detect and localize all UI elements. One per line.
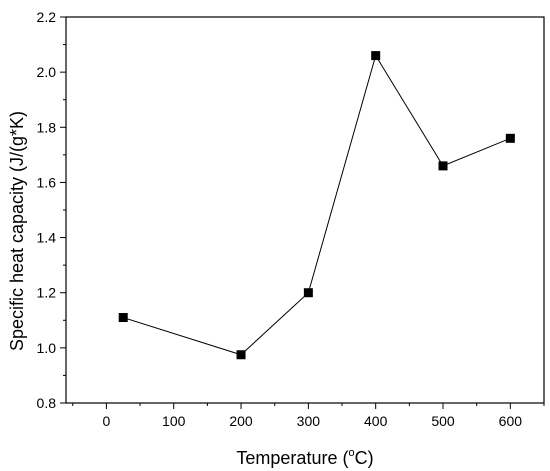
x-tick-label: 0	[102, 413, 110, 429]
y-tick-label: 0.8	[37, 395, 57, 411]
data-point	[118, 313, 128, 323]
x-tick-label: 600	[499, 413, 523, 429]
data-point	[438, 161, 448, 171]
y-tick-label: 1.0	[37, 340, 57, 356]
x-axis-title-suffix: C)	[355, 448, 374, 468]
x-tick-label: 200	[229, 413, 253, 429]
data-point	[236, 350, 246, 360]
data-point	[505, 133, 515, 143]
y-tick-label: 2.0	[37, 64, 57, 80]
y-tick-label: 1.8	[37, 119, 57, 135]
x-tick-label: 100	[162, 413, 186, 429]
series-layer	[118, 51, 515, 360]
x-tick-label: 300	[297, 413, 321, 429]
x-axis-title-prefix: Temperature (	[236, 448, 348, 468]
x-axis-title: Temperature (oC)	[236, 447, 373, 468]
y-tick-label: 1.4	[37, 230, 57, 246]
y-tick-label: 1.2	[37, 285, 57, 301]
y-axis-title: Specific heat capacity (J/(g*K)	[7, 111, 27, 351]
axes: 0.8 1.0 1.2 1.4 1.6 1.8 2.0 2.2 0 100 200 300 400 500…	[37, 9, 545, 429]
plot-frame	[65, 16, 545, 404]
y-tick-label: 1.6	[37, 174, 57, 190]
series-line	[123, 54, 511, 356]
data-point	[371, 51, 381, 61]
x-tick-label: 500	[431, 413, 455, 429]
y-tick-label: 2.2	[37, 9, 57, 25]
x-axis-title-degree: o	[348, 447, 354, 459]
data-point	[303, 288, 313, 298]
x-tick-label: 400	[364, 413, 388, 429]
